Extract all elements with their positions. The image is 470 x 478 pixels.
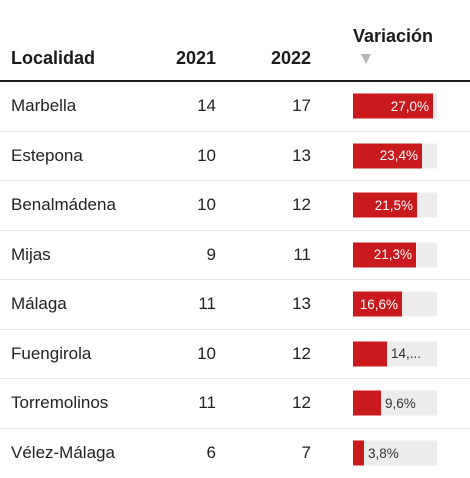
cell-locality: Fuengirola: [11, 344, 91, 364]
variation-bar-track: 27,0%: [353, 94, 437, 119]
cell-2022: 12: [245, 344, 311, 364]
sort-descending-icon[interactable]: [361, 54, 371, 64]
table-body: Marbella 14 17 27,0% Estepona 10 13 23,4% Benalm…: [0, 82, 470, 478]
cell-2022: 12: [245, 393, 311, 413]
cell-2022: 7: [245, 443, 311, 463]
column-header-variation[interactable]: Variación: [353, 26, 433, 47]
column-header-2021[interactable]: 2021: [150, 48, 216, 69]
cell-locality: Estepona: [11, 146, 83, 166]
cell-2022: 17: [245, 96, 311, 116]
variation-bar-track: 3,8%: [353, 441, 437, 466]
variation-bar-track: 14,...: [353, 341, 437, 366]
cell-locality: Torremolinos: [11, 393, 108, 413]
variation-bar-track: 21,5%: [353, 193, 437, 218]
variation-bar-track: 9,6%: [353, 391, 437, 416]
cell-2021: 6: [150, 443, 216, 463]
table-row: Málaga 11 13 16,6%: [0, 280, 470, 330]
column-header-2022[interactable]: 2022: [245, 48, 311, 69]
cell-2022: 11: [245, 245, 311, 265]
cell-2021: 10: [150, 344, 216, 364]
column-header-locality[interactable]: Localidad: [11, 48, 95, 69]
variation-label: 9,6%: [385, 396, 416, 411]
table-row: Marbella 14 17 27,0%: [0, 82, 470, 132]
cell-locality: Benalmádena: [11, 195, 116, 215]
cell-2022: 12: [245, 195, 311, 215]
table-row: Fuengirola 10 12 14,...: [0, 330, 470, 380]
variation-bar: [353, 441, 364, 466]
variation-label: 21,5%: [375, 198, 413, 213]
cell-2021: 14: [150, 96, 216, 116]
variation-bar-track: 23,4%: [353, 143, 437, 168]
cell-locality: Vélez-Málaga: [11, 443, 115, 463]
variation-label: 16,6%: [360, 297, 398, 312]
cell-2021: 10: [150, 146, 216, 166]
cell-locality: Marbella: [11, 96, 76, 116]
cell-2021: 9: [150, 245, 216, 265]
cell-2021: 10: [150, 195, 216, 215]
table-row: Vélez-Málaga 6 7 3,8%: [0, 429, 470, 478]
variation-bar-track: 16,6%: [353, 292, 437, 317]
table-row: Benalmádena 10 12 21,5%: [0, 181, 470, 231]
table-row: Mijas 9 11 21,3%: [0, 231, 470, 281]
variation-label: 21,3%: [374, 247, 412, 262]
cell-locality: Mijas: [11, 245, 51, 265]
data-table: Localidad 2021 2022 Variación Marbella 14…: [0, 0, 470, 467]
variation-label: 23,4%: [380, 148, 418, 163]
cell-locality: Málaga: [11, 294, 67, 314]
variation-bar: [353, 341, 387, 366]
variation-bar: [353, 391, 381, 416]
table-row: Estepona 10 13 23,4%: [0, 132, 470, 182]
variation-label: 3,8%: [368, 446, 399, 461]
cell-2021: 11: [150, 393, 216, 413]
cell-2022: 13: [245, 294, 311, 314]
table-row: Torremolinos 11 12 9,6%: [0, 379, 470, 429]
cell-2021: 11: [150, 294, 216, 314]
variation-label: 27,0%: [391, 99, 429, 114]
table-header: Localidad 2021 2022 Variación: [0, 0, 470, 82]
cell-2022: 13: [245, 146, 311, 166]
variation-label: 14,...: [391, 346, 421, 361]
variation-bar-track: 21,3%: [353, 242, 437, 267]
